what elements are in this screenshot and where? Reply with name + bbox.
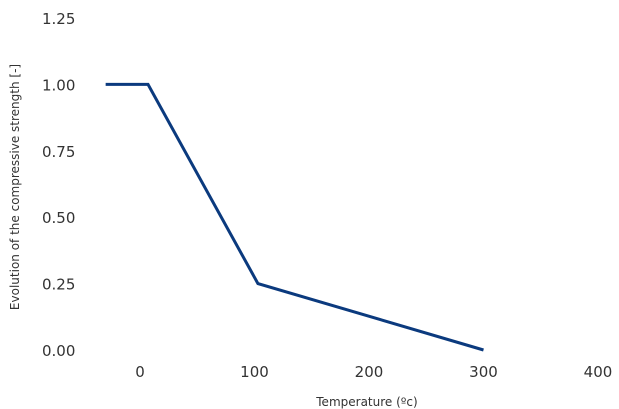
y-tick-label: 0.75 [42,143,75,161]
x-tick-label: 300 [469,363,498,381]
y-tick-label: 0.25 [42,276,75,294]
y-axis-ticks: 0.00 0.25 0.50 0.75 1.00 1.25 [42,10,75,360]
y-tick-label: 1.00 [42,76,75,94]
y-tick-label: 0.50 [42,209,75,227]
x-tick-label: 0 [135,363,145,381]
series-line [105,82,484,352]
y-tick-label: 0.00 [42,342,75,360]
y-tick-label: 1.25 [42,10,75,28]
x-tick-label: 100 [240,363,269,381]
x-axis-title: Temperature (ºc) [315,395,417,409]
plot-area [105,82,484,352]
y-axis-title: Evolution of the compressive strength [-… [8,64,22,310]
x-tick-label: 400 [584,363,613,381]
x-tick-label: 200 [355,363,384,381]
x-axis-ticks: 0 100 200 300 400 [135,363,612,381]
